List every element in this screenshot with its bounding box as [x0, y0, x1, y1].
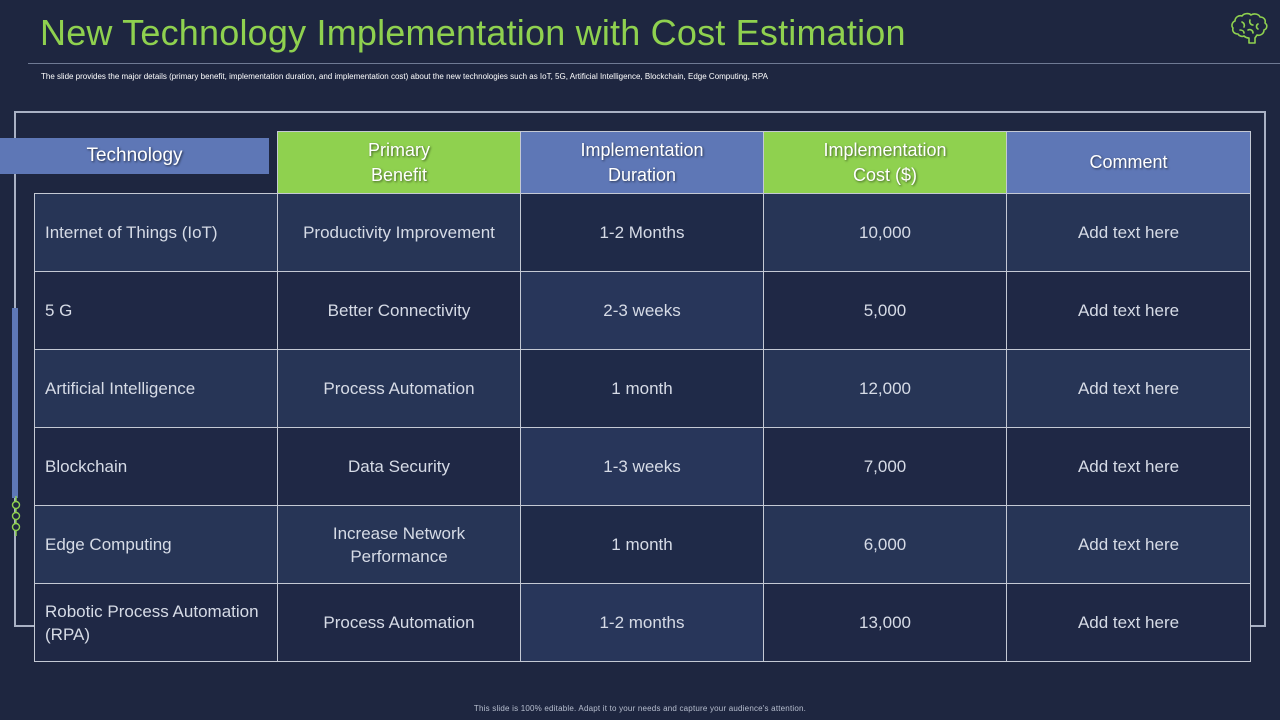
cell-duration: 1 month — [520, 505, 764, 584]
header-duration-line1: Implementation — [580, 139, 704, 160]
header-implementation-cost: Implementation Cost ($) — [763, 131, 1007, 194]
cell-benefit: Data Security — [277, 427, 521, 506]
page-title: New Technology Implementation with Cost … — [40, 12, 906, 53]
cell-comment: Add text here — [1006, 271, 1251, 350]
cell-cost: 7,000 — [763, 427, 1007, 506]
cell-technology: 5 G — [34, 271, 278, 350]
cell-cost: 13,000 — [763, 583, 1007, 662]
cell-cost: 5,000 — [763, 271, 1007, 350]
page-subtitle: The slide provides the major details (pr… — [41, 72, 768, 81]
side-accent-bar — [12, 308, 18, 498]
cell-cost: 10,000 — [763, 193, 1007, 272]
table-header-row: Primary Benefit Implementation Duration … — [34, 131, 1251, 194]
cell-technology: Robotic Process Automation (RPA) — [34, 583, 278, 662]
header-primary-benefit-line1: Primary — [368, 139, 430, 160]
table-row: Robotic Process Automation (RPA) Process… — [34, 583, 1251, 662]
cell-comment: Add text here — [1006, 583, 1251, 662]
title-divider — [28, 63, 1280, 64]
cell-benefit: Process Automation — [277, 583, 521, 662]
cell-comment: Add text here — [1006, 193, 1251, 272]
cell-benefit: Productivity Improvement — [277, 193, 521, 272]
cell-comment: Add text here — [1006, 505, 1251, 584]
cell-duration: 1-2 months — [520, 583, 764, 662]
cell-technology: Edge Computing — [34, 505, 278, 584]
header-comment: Comment — [1006, 131, 1251, 194]
table-row: 5 G Better Connectivity 2-3 weeks 5,000 … — [34, 271, 1251, 350]
table-row: Internet of Things (IoT) Productivity Im… — [34, 193, 1251, 272]
cell-comment: Add text here — [1006, 427, 1251, 506]
cell-duration: 1-3 weeks — [520, 427, 764, 506]
cell-technology: Blockchain — [34, 427, 278, 506]
cell-duration: 1 month — [520, 349, 764, 428]
footer-note: This slide is 100% editable. Adapt it to… — [473, 704, 807, 713]
table-row: Edge Computing Increase Network Performa… — [34, 505, 1251, 584]
header-duration-line2: Duration — [607, 164, 677, 185]
cell-benefit: Better Connectivity — [277, 271, 521, 350]
cell-benefit: Increase Network Performance — [277, 505, 521, 584]
cell-cost: 6,000 — [763, 505, 1007, 584]
header-primary-benefit-line2: Benefit — [370, 164, 428, 185]
cell-comment: Add text here — [1006, 349, 1251, 428]
cell-technology: Internet of Things (IoT) — [34, 193, 278, 272]
header-technology-spacer — [34, 131, 278, 194]
brain-icon — [1231, 12, 1268, 44]
header-implementation-duration: Implementation Duration — [520, 131, 764, 194]
cell-benefit: Process Automation — [277, 349, 521, 428]
table-row: Blockchain Data Security 1-3 weeks 7,000… — [34, 427, 1251, 506]
cell-duration: 1-2 Months — [520, 193, 764, 272]
header-cost-line1: Implementation — [823, 139, 947, 160]
cell-duration: 2-3 weeks — [520, 271, 764, 350]
technology-table: Primary Benefit Implementation Duration … — [34, 131, 1251, 662]
chain-dots-icon — [11, 496, 21, 536]
table-row: Artificial Intelligence Process Automati… — [34, 349, 1251, 428]
cell-technology: Artificial Intelligence — [34, 349, 278, 428]
header-primary-benefit: Primary Benefit — [277, 131, 521, 194]
cell-cost: 12,000 — [763, 349, 1007, 428]
header-cost-line2: Cost ($) — [852, 164, 917, 185]
